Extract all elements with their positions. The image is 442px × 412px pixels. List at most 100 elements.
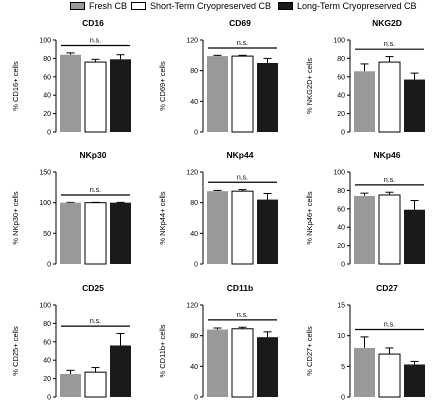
y-tick-label: 0 bbox=[341, 130, 345, 137]
y-tick-label: 60 bbox=[43, 339, 51, 346]
significance-label: n.s. bbox=[90, 318, 101, 325]
y-axis-label: % CD69+ cells bbox=[158, 61, 167, 111]
chart-nkp46: NKp46 % NKp46+ cells 0 20 40 60 80 100 n.s. bbox=[305, 150, 425, 269]
y-tick-label: 40 bbox=[190, 99, 198, 106]
bar-short-term bbox=[378, 194, 401, 265]
y-axis-label: % CD25+ cells bbox=[11, 326, 20, 376]
y-axis-label: % NKp46+ cells bbox=[305, 191, 314, 244]
y-tick-label: 100 bbox=[39, 200, 51, 207]
y-tick-label: 60 bbox=[43, 74, 51, 81]
bar-short-term bbox=[378, 353, 401, 398]
y-tick-label: 0 bbox=[341, 395, 345, 402]
bar-short-term bbox=[84, 202, 107, 265]
y-axis-label: % NKG2D+ cells bbox=[305, 58, 314, 114]
y-tick-label: 80 bbox=[43, 56, 51, 63]
y-tick-label: 50 bbox=[43, 231, 51, 238]
y-tick-label: 0 bbox=[194, 262, 198, 269]
significance-label: n.s. bbox=[90, 38, 101, 45]
y-tick-label: 80 bbox=[190, 68, 198, 75]
bar-long-term bbox=[110, 345, 131, 397]
y-tick-label: 100 bbox=[333, 38, 345, 45]
bar-long-term bbox=[257, 63, 278, 132]
y-tick-label: 80 bbox=[337, 188, 345, 195]
y-tick-label: 120 bbox=[186, 170, 198, 177]
legend-swatch-fresh bbox=[70, 2, 85, 10]
bar-fresh bbox=[354, 195, 375, 264]
y-tick-label: 100 bbox=[39, 303, 51, 310]
bar-short-term bbox=[378, 61, 401, 133]
chart-title: NKp30 bbox=[80, 150, 107, 160]
y-tick-label: 60 bbox=[337, 74, 345, 81]
legend: Fresh CB Short-Term Cryopreserved CB Lon… bbox=[0, 0, 442, 14]
y-tick-label: 5 bbox=[341, 364, 345, 371]
bar-fresh bbox=[207, 56, 228, 132]
bar-long-term bbox=[404, 364, 425, 397]
y-tick-label: 80 bbox=[190, 333, 198, 340]
y-tick-label: 20 bbox=[43, 111, 51, 118]
legend-label-fresh: Fresh CB bbox=[89, 1, 128, 11]
chart-nkg2d: NKG2D % NKG2D+ cells 0 20 40 60 80 100 n.s. bbox=[305, 18, 425, 137]
chart-title: CD27 bbox=[376, 283, 398, 293]
y-tick-label: 40 bbox=[43, 358, 51, 365]
chart-cd16: CD16 % CD16+ cells 0 20 40 60 80 100 n.s. bbox=[11, 18, 131, 137]
legend-label-short-term: Short-Term Cryopreserved CB bbox=[150, 1, 272, 11]
legend-swatch-long-term bbox=[278, 2, 293, 10]
y-tick-label: 20 bbox=[337, 111, 345, 118]
chart-cd25: CD25 % CD25+ cells 0 20 40 60 80 100 n.s. bbox=[11, 283, 131, 402]
bar-long-term bbox=[257, 199, 278, 264]
bar-short-term bbox=[231, 328, 254, 398]
significance-label: n.s. bbox=[237, 40, 248, 47]
y-tick-label: 40 bbox=[190, 364, 198, 371]
significance-label: n.s. bbox=[384, 177, 395, 184]
bar-fresh bbox=[354, 347, 375, 397]
bar-fresh bbox=[354, 71, 375, 132]
y-tick-label: 100 bbox=[333, 170, 345, 177]
bar-long-term bbox=[110, 202, 131, 264]
y-tick-label: 20 bbox=[43, 376, 51, 383]
bar-long-term bbox=[404, 209, 425, 264]
y-tick-label: 100 bbox=[39, 38, 51, 45]
bar-fresh bbox=[60, 54, 81, 132]
y-tick-label: 40 bbox=[337, 225, 345, 232]
y-tick-label: 120 bbox=[186, 303, 198, 310]
chart-title: CD69 bbox=[229, 18, 251, 28]
chart-title: CD11b bbox=[227, 283, 253, 293]
bar-long-term bbox=[110, 59, 131, 132]
y-tick-label: 120 bbox=[186, 38, 198, 45]
chart-nkp30: NKp30 % NKp30+ cells 0 50 100 150 n.s. bbox=[11, 150, 131, 269]
y-tick-label: 20 bbox=[337, 243, 345, 250]
chart-cd27: CD27 % CD27+ cells 0 5 10 15 n.s. bbox=[305, 283, 425, 402]
y-tick-label: 80 bbox=[43, 321, 51, 328]
chart-title: NKp44 bbox=[227, 150, 254, 160]
chart-nkp44: NKp44 % NKp44+ cells 0 40 80 120 n.s. bbox=[158, 150, 278, 269]
y-tick-label: 60 bbox=[337, 206, 345, 213]
bar-long-term bbox=[257, 337, 278, 397]
chart-cd11b: CD11b % CD11b+ cells 0 40 80 120 n.s. bbox=[158, 283, 278, 402]
y-axis-label: % CD16+ cells bbox=[11, 61, 20, 111]
y-tick-label: 0 bbox=[47, 262, 51, 269]
chart-title: CD25 bbox=[82, 283, 104, 293]
bar-short-term bbox=[231, 190, 254, 265]
y-tick-label: 0 bbox=[47, 130, 51, 137]
bar-fresh bbox=[207, 329, 228, 397]
y-tick-label: 80 bbox=[337, 56, 345, 63]
bar-short-term bbox=[84, 61, 107, 133]
y-axis-label: % CD27+ cells bbox=[305, 326, 314, 376]
bar-long-term bbox=[404, 79, 425, 132]
bar-fresh bbox=[60, 202, 81, 264]
y-tick-label: 80 bbox=[190, 200, 198, 207]
y-tick-label: 10 bbox=[337, 333, 345, 340]
chart-title: NKp46 bbox=[374, 150, 401, 160]
legend-label-long-term: Long-Term Cryopreserved CB bbox=[297, 1, 417, 11]
bar-short-term bbox=[231, 55, 254, 133]
y-axis-label: % NKp44+ cells bbox=[158, 191, 167, 244]
y-tick-label: 0 bbox=[47, 395, 51, 402]
significance-label: n.s. bbox=[237, 174, 248, 181]
chart-title: CD16 bbox=[82, 18, 104, 28]
bar-fresh bbox=[207, 191, 228, 264]
legend-swatch-short-term bbox=[131, 2, 146, 10]
y-tick-label: 0 bbox=[194, 130, 198, 137]
bar-fresh bbox=[60, 374, 81, 397]
y-tick-label: 40 bbox=[43, 93, 51, 100]
